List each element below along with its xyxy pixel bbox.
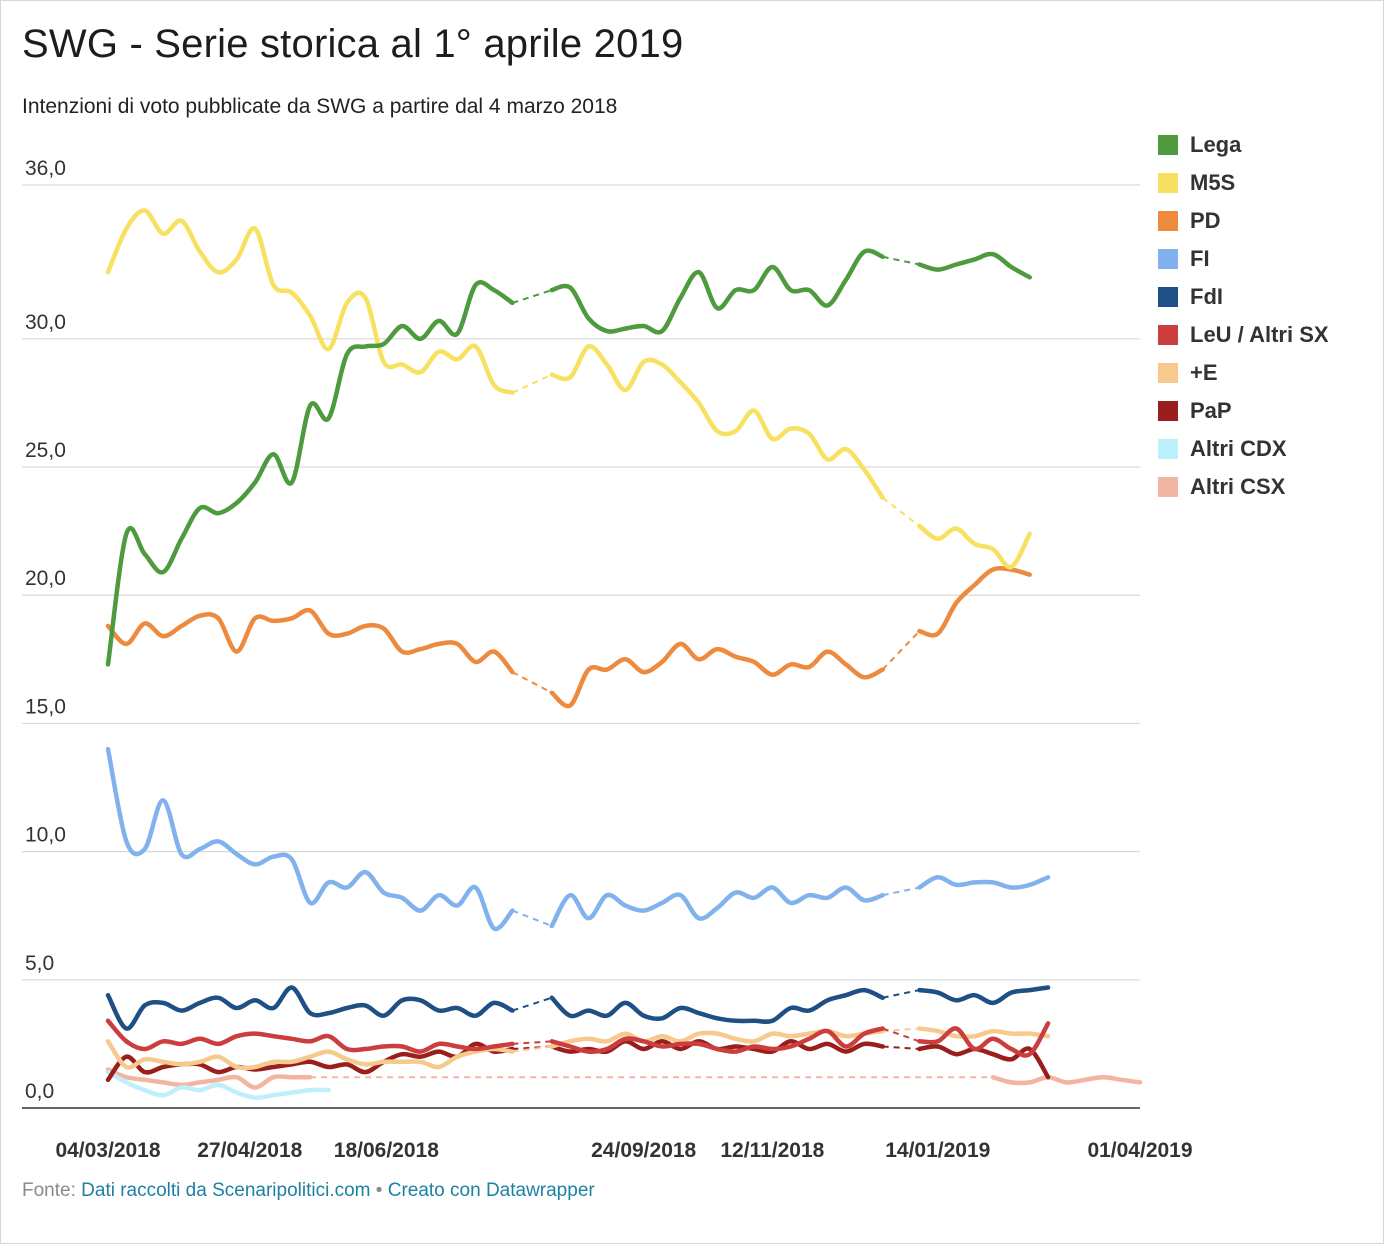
series-line-m5s bbox=[105, 208, 515, 395]
series-gap-m5s bbox=[882, 497, 921, 527]
legend-item-pap: PaP bbox=[1158, 392, 1329, 430]
legend-item-pd: PD bbox=[1158, 202, 1329, 240]
legend-item-altri-csx: Altri CSX bbox=[1158, 468, 1329, 506]
y-tick-label: 30,0 bbox=[25, 311, 66, 334]
series-line-pap bbox=[917, 1044, 1051, 1080]
y-tick-label: 36,0 bbox=[25, 157, 66, 180]
legend-label: Altri CDX bbox=[1190, 436, 1287, 461]
series-line-fdi bbox=[105, 985, 515, 1031]
chart-subtitle: Intenzioni di voto pubblicate da SWG a p… bbox=[22, 95, 618, 118]
series-line-m5s bbox=[549, 344, 885, 501]
legend-label: FdI bbox=[1190, 284, 1223, 309]
y-tick-label: 25,0 bbox=[25, 439, 66, 462]
legend-swatch bbox=[1158, 439, 1178, 459]
series-gap-leu-altri-sx bbox=[512, 1040, 552, 1045]
series-line-pd bbox=[549, 641, 885, 709]
series-line-pd bbox=[917, 565, 1032, 638]
legend-label: PaP bbox=[1190, 398, 1232, 423]
legend-item-leu-altri-sx: LeU / Altri SX bbox=[1158, 316, 1329, 354]
x-tick-label: 27/04/2018 bbox=[197, 1139, 302, 1162]
series-line-altri-csx bbox=[990, 1074, 1143, 1086]
footer-prefix: Fonte: bbox=[22, 1180, 82, 1201]
legend-swatch bbox=[1158, 401, 1178, 421]
series-line-pd bbox=[105, 607, 515, 675]
footer-separator: • bbox=[370, 1180, 388, 1201]
series-gap-leu-altri-sx bbox=[882, 1027, 920, 1043]
series-line-lega bbox=[105, 280, 515, 667]
series-gap-fdi bbox=[512, 996, 553, 1012]
series-line-fi bbox=[917, 875, 1051, 890]
series-gap-lega bbox=[512, 289, 553, 304]
series-line-m5s bbox=[917, 523, 1032, 570]
y-tick-label: 5,0 bbox=[25, 952, 54, 975]
source-link[interactable]: Dati raccolti da Scenaripolitici.com bbox=[81, 1180, 371, 1201]
series-line-altri-csx bbox=[105, 1067, 313, 1090]
series-gap-pap bbox=[882, 1045, 920, 1051]
legend-label: M5S bbox=[1190, 170, 1236, 195]
legend-label: PD bbox=[1190, 208, 1221, 233]
legend-swatch bbox=[1158, 477, 1178, 497]
series-line-lega bbox=[549, 248, 885, 335]
series-line-leu-altri-sx bbox=[105, 1018, 515, 1054]
series-gap-pd bbox=[881, 630, 921, 671]
y-tick-label: 20,0 bbox=[25, 567, 66, 590]
legend-item-lega: Lega bbox=[1158, 126, 1329, 164]
series-line-lega bbox=[917, 251, 1032, 280]
series-gap-fi bbox=[512, 909, 553, 927]
chart-title: SWG - Serie storica al 1° aprile 2019 bbox=[22, 22, 684, 66]
y-tick-label: 15,0 bbox=[25, 695, 66, 718]
legend-swatch bbox=[1158, 211, 1178, 231]
series-gap-m5s bbox=[511, 373, 553, 394]
series-gap-fi bbox=[882, 886, 920, 897]
legend-swatch bbox=[1158, 135, 1178, 155]
series-gap-lega bbox=[882, 255, 920, 266]
series-line-fi bbox=[105, 746, 515, 932]
x-tick-label: 24/09/2018 bbox=[591, 1139, 696, 1162]
legend-swatch bbox=[1158, 249, 1178, 269]
x-tick-label: 14/01/2019 bbox=[885, 1139, 990, 1162]
legend-item-m5s: M5S bbox=[1158, 164, 1329, 202]
legend: Lega M5S PD FI FdI LeU / Altri SX +E PaP Altri C… bbox=[1158, 126, 1329, 506]
x-tick-label: 18/06/2018 bbox=[334, 1139, 439, 1162]
series-line-leu-altri-sx bbox=[549, 1026, 885, 1054]
legend-swatch bbox=[1158, 363, 1178, 383]
series-line-altri-cdx bbox=[105, 1069, 331, 1101]
series-line-fi bbox=[549, 885, 885, 929]
legend-item-fdi: FdI bbox=[1158, 278, 1329, 316]
series-line-fdi bbox=[917, 985, 1051, 1006]
x-tick-label: 12/11/2018 bbox=[720, 1139, 824, 1162]
series-line-fdi bbox=[549, 987, 885, 1025]
legend-item-altri-cdx: Altri CDX bbox=[1158, 430, 1329, 468]
series-line-e bbox=[917, 1026, 1051, 1040]
series-line-e bbox=[105, 1039, 515, 1071]
legend-swatch bbox=[1158, 325, 1178, 345]
legend-label: LeU / Altri SX bbox=[1190, 322, 1329, 347]
legend-swatch bbox=[1158, 287, 1178, 307]
datawrapper-link[interactable]: Creato con Datawrapper bbox=[387, 1180, 595, 1201]
legend-label: +E bbox=[1190, 360, 1218, 385]
y-tick-label: 0,0 bbox=[25, 1080, 54, 1103]
x-tick-label: 01/04/2019 bbox=[1087, 1139, 1192, 1162]
series-line-leu-altri-sx bbox=[917, 1021, 1051, 1058]
legend-label: Lega bbox=[1190, 132, 1242, 157]
legend-label: Altri CSX bbox=[1190, 474, 1286, 499]
y-tick-label: 10,0 bbox=[25, 824, 66, 847]
legend-swatch bbox=[1158, 173, 1178, 193]
legend-item-fi: FI bbox=[1158, 240, 1329, 278]
series-gap-pd bbox=[511, 671, 553, 694]
series-gap-e bbox=[512, 1045, 552, 1053]
legend-item-e: +E bbox=[1158, 354, 1329, 392]
x-tick-label: 04/03/2018 bbox=[55, 1139, 160, 1162]
footer: Fonte: Dati raccolti da Scenaripolitici.… bbox=[22, 1180, 595, 1202]
legend-label: FI bbox=[1190, 246, 1210, 271]
series-gap-fdi bbox=[882, 989, 920, 999]
